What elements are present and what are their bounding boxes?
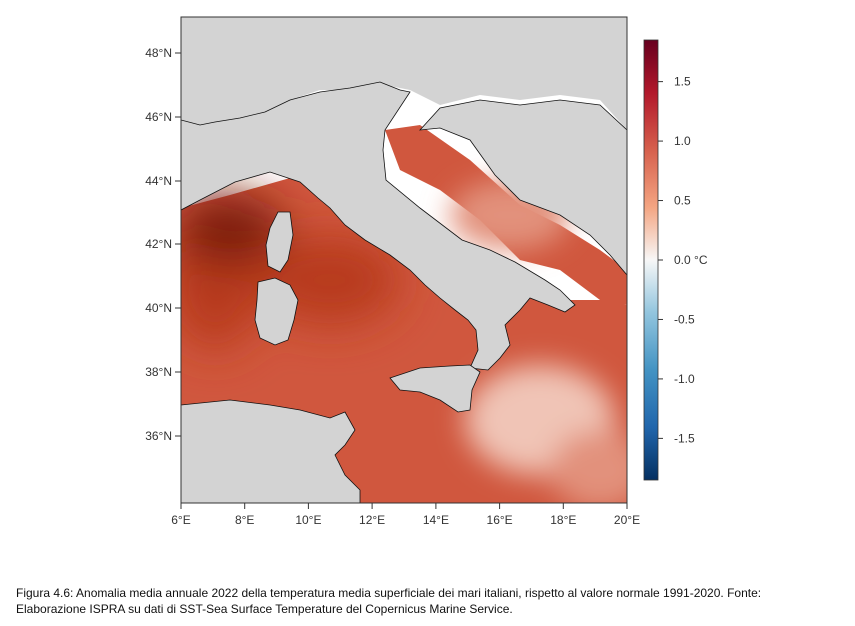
lat-tick-label: 42°N [145,237,172,251]
lat-tick-label: 44°N [145,174,172,188]
land-north-africa [181,399,361,503]
land-italy-peninsula [181,81,576,371]
colorbar-tick-label: -1.5 [674,431,695,445]
lon-tick-label: 20°E [614,513,640,527]
colorbar-tick-label: -0.5 [674,312,695,326]
caption-line-1: Figura 4.6: Anomalia media annuale 2022 … [16,586,762,600]
colorbar-tick-label: 0.5 [674,194,691,208]
lon-tick-label: 14°E [423,513,449,527]
land-balkans [419,99,627,276]
anomaly-max-patch-ligurian [181,195,285,265]
lat-tick-label: 40°N [145,301,172,315]
lon-tick-label: 10°E [295,513,321,527]
longitude-axis: 6°E 8°E 10°E 12°E 14°E 16°E 18°E 20°E [171,503,640,527]
anomaly-light-patch-east [550,430,627,503]
land-corsica [265,211,294,273]
lat-tick-label: 36°N [145,429,172,443]
caption-line-2: Elaborazione ISPRA su dati di SST-Sea Su… [16,602,513,616]
colorbar-tick-label: -1.0 [674,372,695,386]
colorbar-gradient [643,39,659,481]
map-frame [180,16,628,504]
figure-caption: Figura 4.6: Anomalia media annuale 2022 … [16,585,846,617]
lon-tick-label: 8°E [235,513,254,527]
colorbar-tick-label: 1.5 [674,75,691,89]
lon-tick-label: 12°E [359,513,385,527]
lon-tick-label: 18°E [550,513,576,527]
colorbar: 1.5 1.0 0.5 0.0 °C -0.5 -1.0 -1.5 [643,39,708,481]
lon-tick-label: 16°E [487,513,513,527]
land-sicily [389,364,481,413]
land-sardinia [254,277,299,346]
colorbar-tick-label: 0.0 °C [674,253,708,267]
latitude-axis: 48°N 46°N 44°N 42°N 40°N 38°N 36°N [145,46,181,443]
colorbar-tick-label: 1.0 [674,134,691,148]
lon-tick-label: 6°E [171,513,190,527]
colorbar-ticks: 1.5 1.0 0.5 0.0 °C -0.5 -1.0 -1.5 [658,75,708,445]
land-mainland [181,17,627,130]
lat-tick-label: 46°N [145,110,172,124]
map-panel [181,17,627,503]
lat-tick-label: 38°N [145,365,172,379]
lat-tick-label: 48°N [145,46,172,60]
